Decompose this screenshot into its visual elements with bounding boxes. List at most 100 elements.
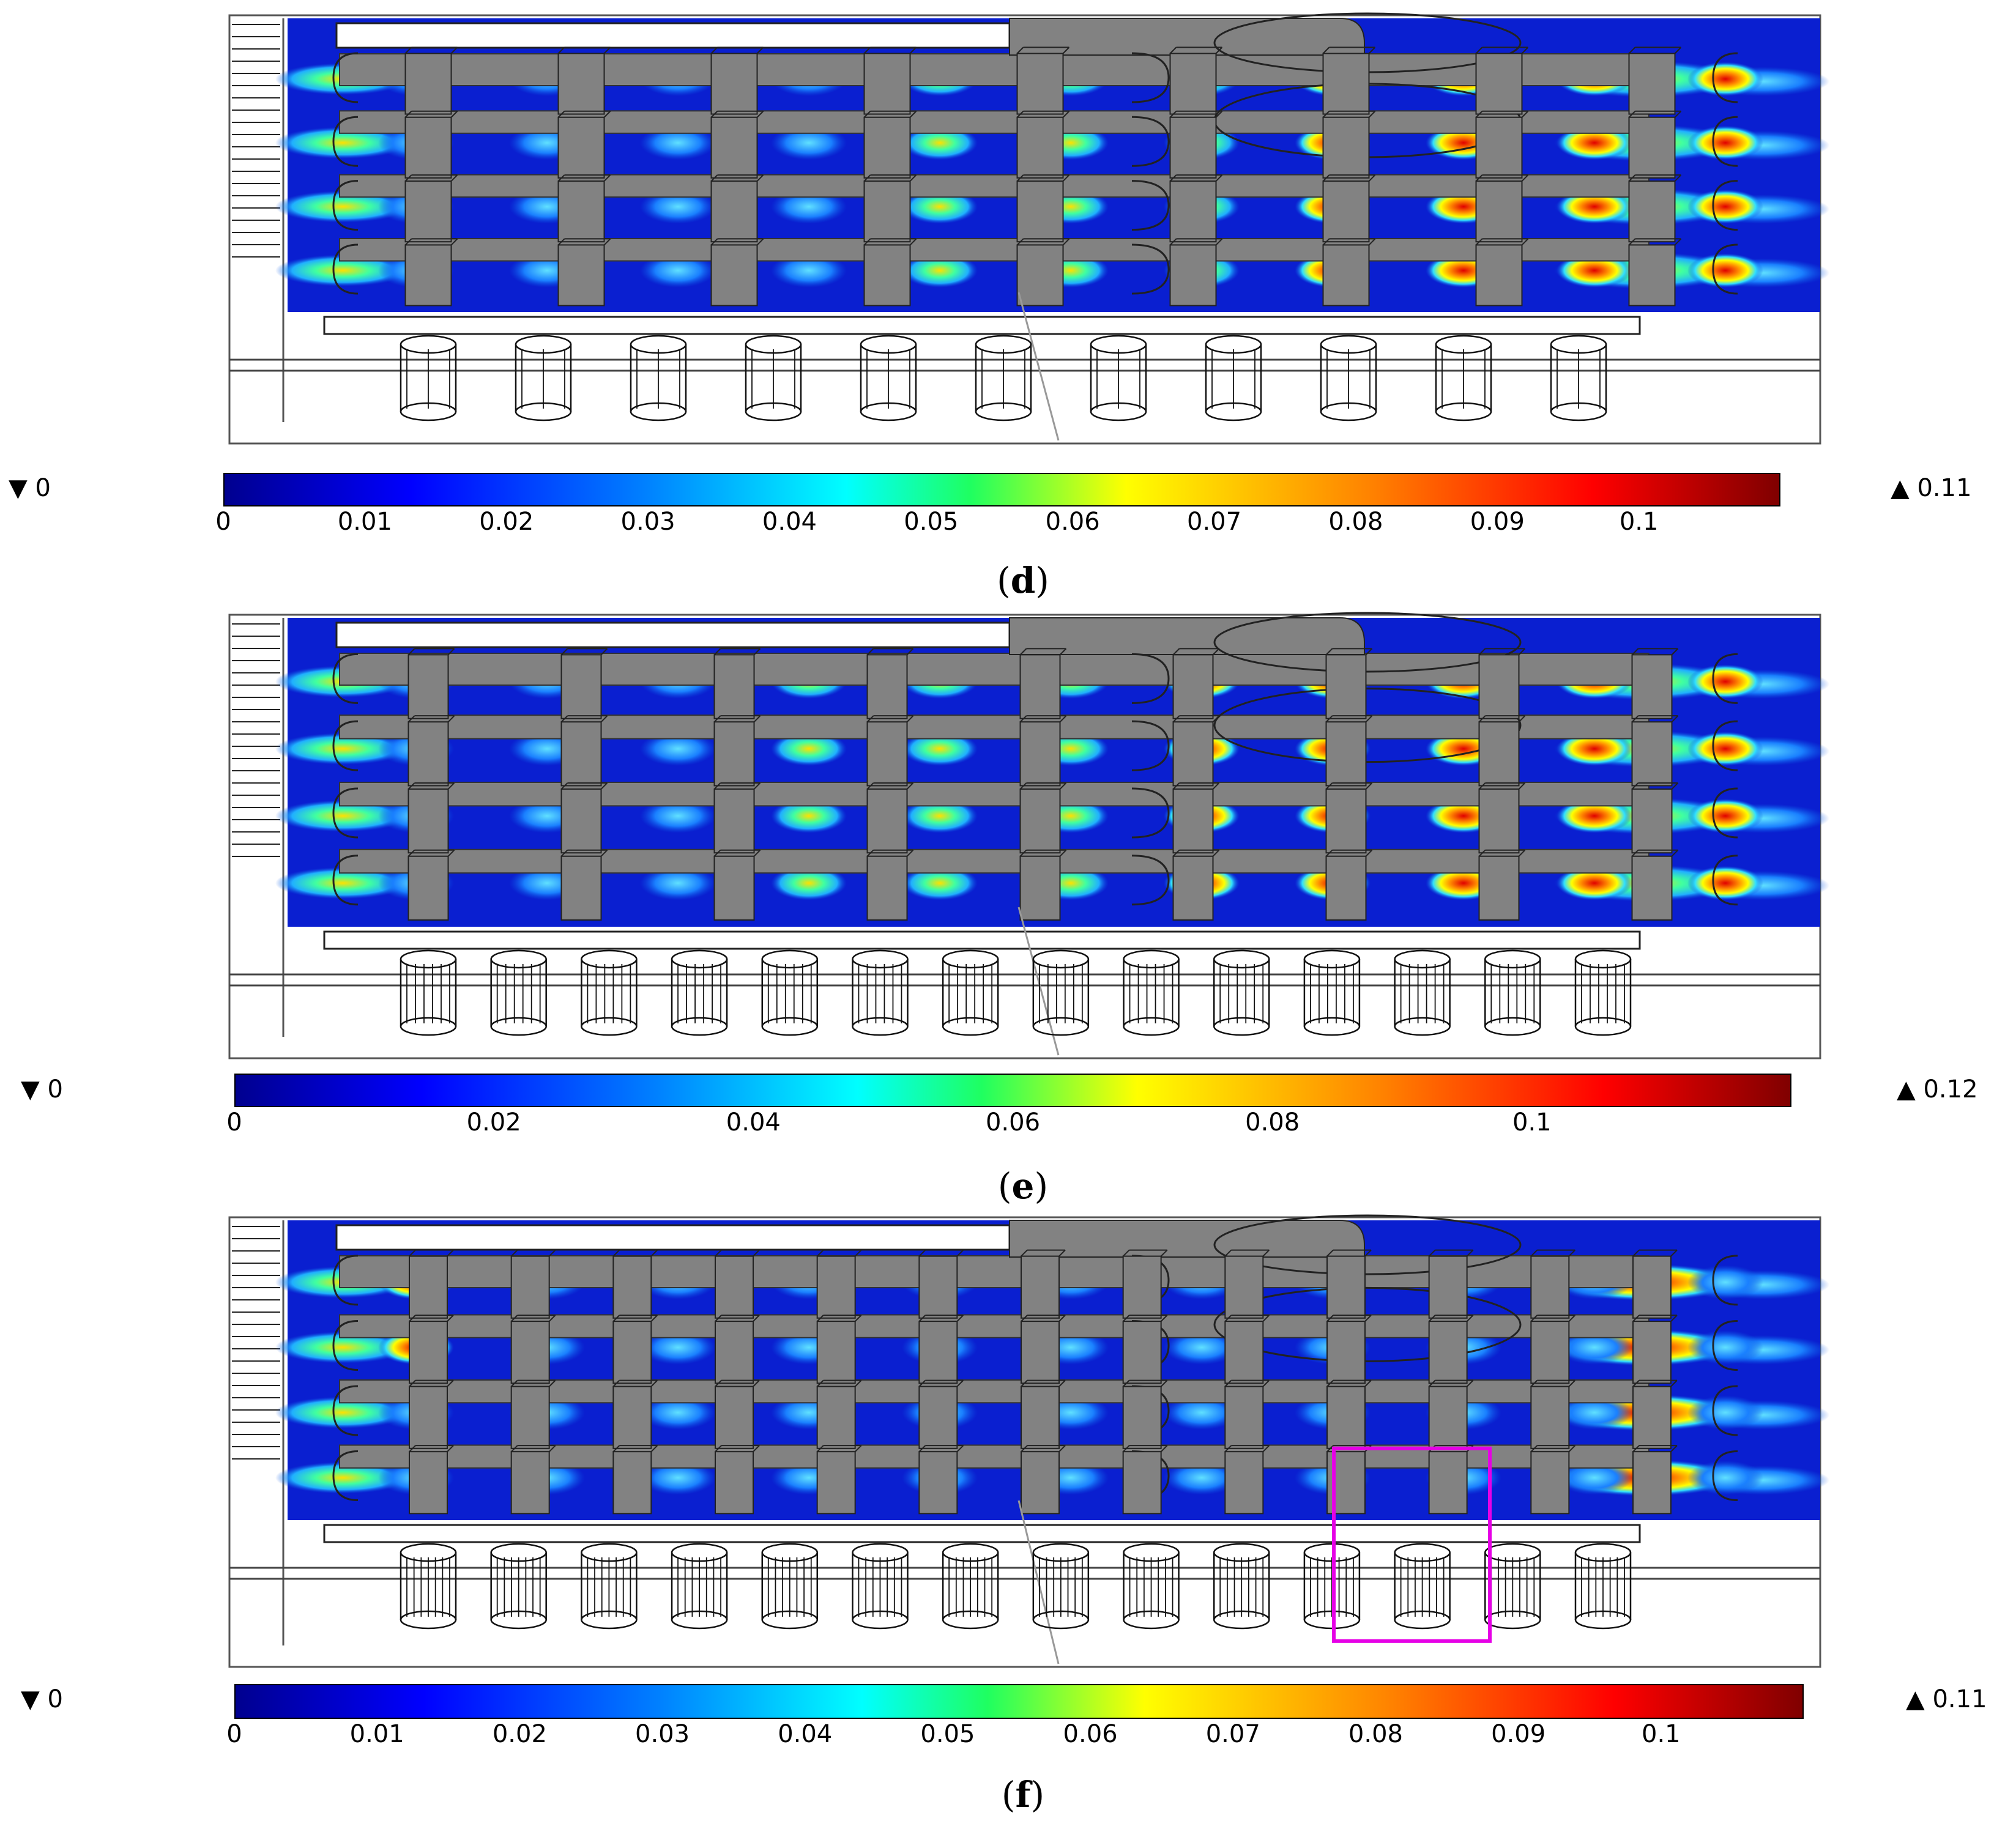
loop-left [332, 52, 359, 103]
pin-outline [1213, 1543, 1270, 1630]
fin [1019, 654, 1061, 719]
fin [407, 788, 449, 854]
pin-outline [975, 335, 1032, 421]
fin-edge [1674, 46, 1682, 54]
heat-spot [1557, 866, 1632, 900]
fin-edge [404, 174, 412, 182]
colorbar-ticks: 0 0.01 0.02 0.03 0.04 0.05 0.06 0.07 0.08 0.09 0.1 [226, 1720, 1804, 1751]
fin-edge [1224, 1445, 1232, 1452]
fin-edge [918, 1445, 926, 1452]
fin-edge [1059, 850, 1067, 857]
panel-caption: (f) [1001, 1774, 1045, 1816]
fin [560, 788, 602, 854]
fin-edge [713, 648, 721, 656]
fin [866, 654, 908, 719]
heat-spot [1687, 798, 1763, 833]
pin-outline [1394, 1543, 1451, 1630]
fin [1122, 1451, 1162, 1515]
fin [1530, 1386, 1570, 1449]
fin-edge [715, 1249, 722, 1257]
pin-outline [671, 1543, 728, 1630]
fin-edge [909, 238, 917, 246]
fin-edge [863, 174, 871, 182]
pin-outline [581, 1543, 638, 1630]
guide-line [1017, 1500, 1060, 1664]
fin-edge [548, 1249, 556, 1257]
fin-edge [1322, 174, 1330, 182]
fin-edge [753, 1379, 760, 1387]
fin-edge [1478, 850, 1486, 857]
loop-outlet [1712, 1450, 1738, 1501]
oval-outline [1213, 612, 1522, 673]
fin-edge [612, 1445, 620, 1452]
fin [816, 1451, 856, 1515]
fin [1169, 116, 1217, 179]
heat-spot [1687, 732, 1763, 766]
fin-edge [650, 1379, 658, 1387]
pin-outline [400, 335, 457, 421]
fin-edge [1058, 1379, 1066, 1387]
fin [866, 721, 908, 787]
fin [560, 654, 602, 719]
fin [1428, 1451, 1468, 1515]
heat-spot [902, 732, 978, 766]
fin-edge [1325, 648, 1333, 656]
loop-right [1131, 116, 1170, 167]
fin-edge [866, 850, 874, 857]
fin-edge [1016, 46, 1024, 54]
fin-edge [1058, 1315, 1066, 1322]
colorbar-min-label: ▼ 0 [9, 474, 51, 502]
fin-edge [1466, 1249, 1474, 1257]
loop-left [332, 1385, 359, 1436]
fin-edge [1368, 111, 1376, 118]
colorbar-tick-label: 0.06 [1063, 1720, 1118, 1748]
loop-outlet [1712, 1385, 1738, 1436]
fin-edge [1521, 46, 1529, 54]
flow-inlet [275, 127, 410, 159]
fin-edge [1568, 1379, 1576, 1387]
fin-edge [1365, 715, 1373, 722]
heat-spot [1557, 189, 1632, 224]
fin [404, 244, 452, 306]
fin [560, 721, 602, 787]
heat-spot [1687, 866, 1763, 900]
fin [918, 1386, 958, 1449]
fin [713, 721, 755, 787]
fin [612, 1386, 652, 1449]
fin-edge [863, 46, 871, 54]
fin [1632, 1386, 1672, 1449]
oval-outline [1213, 1214, 1522, 1275]
heat-spot [1687, 664, 1763, 699]
fin-edge [1671, 648, 1679, 656]
heat-spot [640, 125, 716, 160]
fin [1169, 180, 1217, 243]
heat-spot [1557, 1460, 1632, 1495]
fin-edge [407, 850, 415, 857]
fin-edge [854, 1249, 862, 1257]
flow-inlet [275, 1397, 410, 1429]
fin [1478, 788, 1520, 854]
fin-edge [1628, 174, 1636, 182]
fin-edge [1262, 1249, 1270, 1257]
fin-edge [560, 715, 568, 722]
fin-edge [1674, 238, 1682, 246]
heat-spot [1557, 253, 1632, 288]
colorbar-tick-label: 0.07 [1205, 1720, 1260, 1748]
loop-right [1131, 653, 1170, 704]
fin [1021, 1451, 1060, 1515]
fin [713, 788, 755, 854]
fin [1631, 788, 1673, 854]
fin-edge [1016, 111, 1024, 118]
fin [1475, 244, 1523, 306]
fin [1169, 244, 1217, 306]
colorbar-tick-label: 0.09 [1491, 1720, 1546, 1748]
fin-edge [1021, 1379, 1028, 1387]
heat-spot [1687, 1395, 1763, 1430]
fin [1530, 1255, 1570, 1319]
fin [1530, 1451, 1570, 1515]
heat-spot [640, 253, 716, 288]
fin [510, 1255, 550, 1319]
heat-spot [1687, 189, 1763, 224]
fin [1019, 721, 1061, 787]
heat-spot [902, 866, 978, 900]
